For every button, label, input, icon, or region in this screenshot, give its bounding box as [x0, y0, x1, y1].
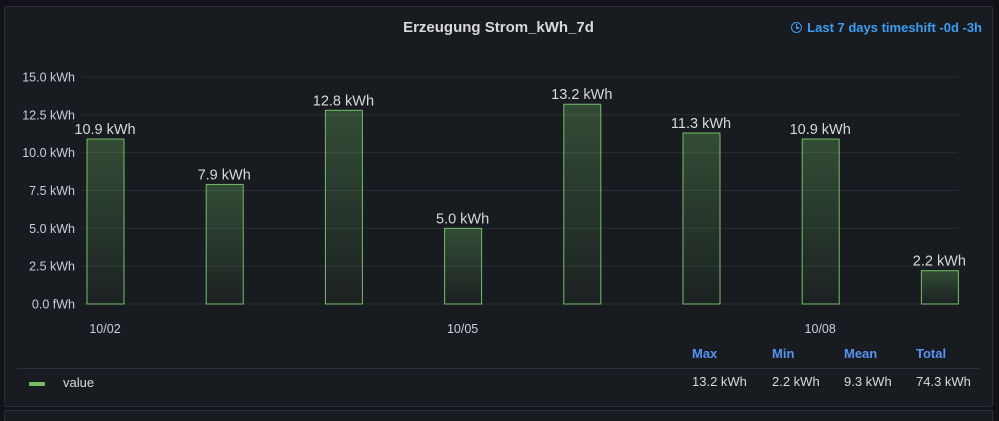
- legend-value-max: 13.2 kWh: [692, 374, 747, 389]
- legend-row[interactable]: value: [17, 368, 980, 397]
- y-tick-label: 15.0 kWh: [22, 71, 75, 85]
- bar: [682, 132, 721, 305]
- bar-value-label: 2.2 kWh: [913, 254, 966, 270]
- bar: [86, 138, 125, 305]
- bar-chart[interactable]: 0.0 fWh 2.5 kWh 5.0 kWh 7.5 kWh 10.0 kWh 12.5…: [5, 7, 992, 347]
- legend-series-swatch[interactable]: [29, 382, 45, 386]
- bar-value-label: 5.0 kWh: [436, 211, 489, 227]
- bar: [324, 109, 363, 305]
- y-tick-label: 7.5 kWh: [29, 184, 75, 198]
- x-tick-label: 10/05: [447, 322, 478, 336]
- x-tick-label: 10/02: [89, 322, 120, 336]
- legend-header-min[interactable]: Min: [772, 346, 795, 361]
- timeshift-info: Last 7 days timeshift -0d -3h: [791, 20, 982, 35]
- legend-value-total: 74.3 kWh: [916, 374, 971, 389]
- bar-value-label: 10.9 kWh: [790, 122, 851, 138]
- panel-title[interactable]: Erzeugung Strom_kWh_7d: [403, 19, 594, 36]
- bar-value-label: 13.2 kWh: [551, 87, 612, 103]
- bar: [801, 138, 840, 305]
- bar-value-label: 11.3 kWh: [671, 116, 731, 132]
- legend-header-max[interactable]: Max: [692, 346, 718, 361]
- bar-value-label: 12.8 kWh: [313, 93, 374, 109]
- legend-value-min: 2.2 kWh: [772, 374, 820, 389]
- bar: [920, 270, 959, 305]
- timeshift-label: Last 7 days timeshift -0d -3h: [807, 20, 982, 35]
- bar: [444, 227, 483, 305]
- y-tick-label: 2.5 kWh: [29, 260, 75, 274]
- y-tick-label: 10.0 kWh: [22, 146, 75, 160]
- y-tick-label: 12.5 kWh: [22, 108, 75, 122]
- y-tick-label: 0.0 fWh: [32, 298, 75, 312]
- bar-value-label: 7.9 kWh: [198, 167, 251, 183]
- legend-header-total[interactable]: Total: [916, 346, 947, 361]
- legend-header-mean[interactable]: Mean: [844, 346, 878, 361]
- bar-value-label: 10.9 kWh: [74, 122, 135, 138]
- bar: [563, 103, 602, 305]
- legend-value-mean: 9.3 kWh: [844, 374, 892, 389]
- legend-series-name[interactable]: value: [63, 375, 95, 390]
- bar: [205, 183, 244, 305]
- y-tick-label: 5.0 kWh: [29, 222, 75, 236]
- next-panel-edge: [4, 410, 993, 421]
- graph-panel: Erzeugung Strom_kWh_7d Last 7 days times…: [4, 6, 993, 407]
- clock-icon: [791, 22, 803, 33]
- x-tick-label: 10/08: [805, 322, 836, 336]
